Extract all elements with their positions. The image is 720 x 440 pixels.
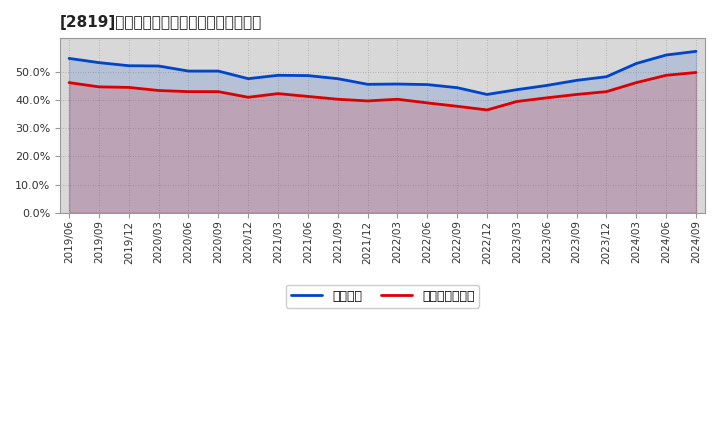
固定長期適合率 bbox=[214, 89, 222, 94]
固定比率 bbox=[423, 82, 432, 87]
固定長期適合率 bbox=[692, 70, 701, 75]
固定長期適合率 bbox=[333, 97, 342, 102]
固定長期適合率 bbox=[304, 94, 312, 99]
固定比率 bbox=[364, 82, 372, 87]
固定比率 bbox=[214, 69, 222, 74]
固定比率 bbox=[453, 85, 462, 90]
固定比率 bbox=[333, 76, 342, 81]
Line: 固定長期適合率: 固定長期適合率 bbox=[69, 73, 696, 110]
固定長期適合率 bbox=[572, 92, 581, 97]
固定比率 bbox=[393, 81, 402, 87]
固定長期適合率 bbox=[125, 85, 133, 90]
固定長期適合率 bbox=[453, 104, 462, 109]
固定比率 bbox=[65, 56, 73, 61]
固定比率 bbox=[94, 60, 103, 65]
固定比率 bbox=[482, 92, 491, 97]
固定長期適合率 bbox=[393, 97, 402, 102]
固定長期適合率 bbox=[274, 91, 282, 96]
固定長期適合率 bbox=[244, 95, 253, 100]
固定比率 bbox=[662, 52, 670, 58]
固定比率 bbox=[274, 73, 282, 78]
固定比率 bbox=[304, 73, 312, 78]
固定比率 bbox=[632, 61, 641, 66]
固定長期適合率 bbox=[364, 98, 372, 103]
固定長期適合率 bbox=[423, 100, 432, 106]
固定比率 bbox=[513, 87, 521, 92]
固定長期適合率 bbox=[482, 107, 491, 113]
Text: [2819]　固定比率、固定長期適合率の推移: [2819] 固定比率、固定長期適合率の推移 bbox=[60, 15, 262, 30]
Line: 固定比率: 固定比率 bbox=[69, 51, 696, 95]
固定長期適合率 bbox=[513, 99, 521, 104]
固定比率 bbox=[542, 83, 551, 88]
固定長期適合率 bbox=[542, 95, 551, 100]
固定比率 bbox=[692, 49, 701, 54]
固定長期適合率 bbox=[65, 80, 73, 85]
固定比率 bbox=[154, 63, 163, 69]
固定比率 bbox=[602, 74, 611, 79]
固定比率 bbox=[572, 78, 581, 83]
固定比率 bbox=[184, 69, 193, 74]
固定比率 bbox=[125, 63, 133, 68]
固定比率 bbox=[244, 76, 253, 81]
固定長期適合率 bbox=[632, 80, 641, 85]
固定長期適合率 bbox=[662, 73, 670, 78]
Legend: 固定比率, 固定長期適合率: 固定比率, 固定長期適合率 bbox=[286, 285, 480, 308]
固定長期適合率 bbox=[94, 84, 103, 89]
固定長期適合率 bbox=[154, 88, 163, 93]
固定長期適合率 bbox=[184, 89, 193, 94]
固定長期適合率 bbox=[602, 89, 611, 94]
